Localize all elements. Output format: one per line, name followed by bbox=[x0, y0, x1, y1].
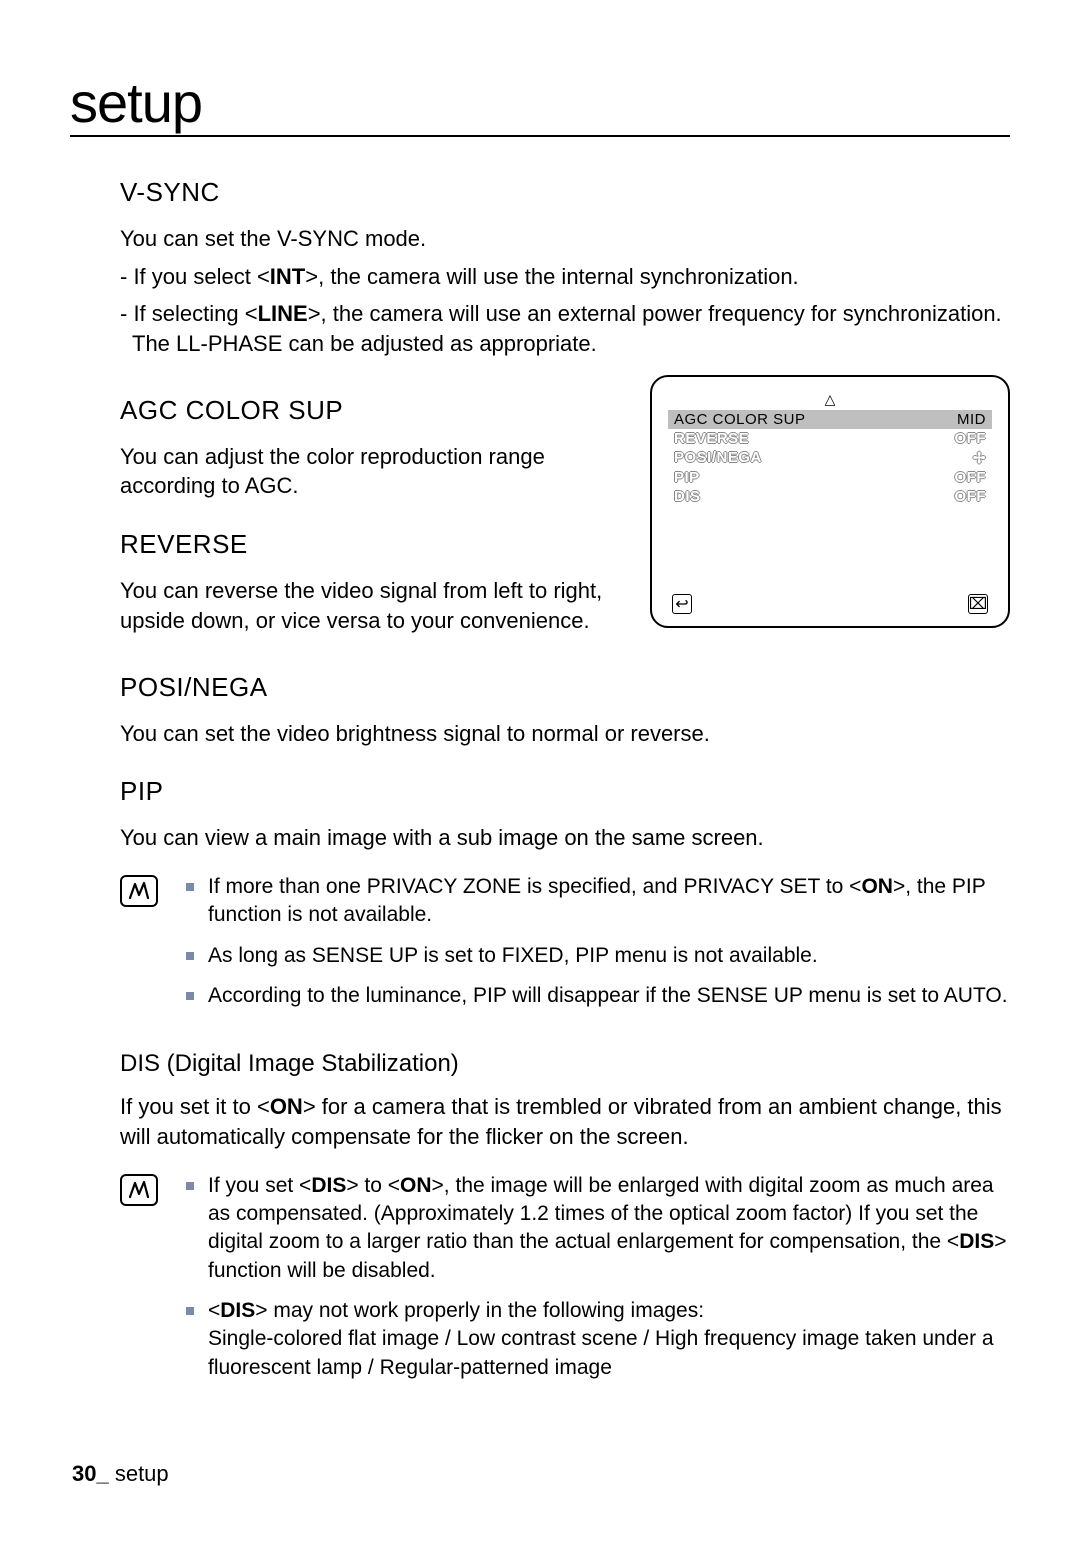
osd-screenshot: △ AGC COLOR SUPMIDREVERSEOFFPOSI/NEGA✢PI… bbox=[650, 375, 1010, 628]
osd-value: OFF bbox=[955, 430, 987, 447]
left-column: AGC COLOR SUP You can adjust the color r… bbox=[120, 367, 626, 644]
osd-row: AGC COLOR SUP MID bbox=[668, 410, 992, 429]
note-icon bbox=[120, 875, 158, 907]
text: - If selecting < bbox=[120, 301, 258, 326]
text-bold: INT bbox=[270, 264, 305, 289]
text: < bbox=[208, 1299, 220, 1322]
osd-value: ✢ bbox=[973, 449, 986, 467]
osd-label: POSI/NEGA bbox=[674, 449, 762, 467]
page-footer: 30_ setup bbox=[72, 1461, 169, 1487]
pip-body: You can view a main image with a sub ima… bbox=[120, 823, 1010, 853]
note-item: If more than one PRIVACY ZONE is specifi… bbox=[186, 873, 1010, 930]
osd-value: OFF bbox=[955, 469, 987, 486]
text: If you set < bbox=[208, 1174, 311, 1197]
text-bold: ON bbox=[861, 875, 893, 898]
note-item: <DIS> may not work properly in the follo… bbox=[186, 1297, 1010, 1382]
reverse-body: You can reverse the video signal from le… bbox=[120, 576, 626, 635]
footer-label: setup bbox=[109, 1461, 169, 1486]
note-item: As long as SENSE UP is set to FIXED, PIP… bbox=[186, 942, 1010, 970]
note-list-dis: If you set <DIS> to <ON>, the image will… bbox=[186, 1172, 1010, 1394]
osd-spacer bbox=[668, 506, 992, 592]
heading-posinega: POSI/NEGA bbox=[120, 672, 1010, 703]
osd-row: PIP OFF bbox=[668, 468, 992, 487]
osd-row: POSI/NEGA ✢ bbox=[668, 448, 992, 468]
osd-up-icon: △ bbox=[668, 391, 992, 408]
text: - If you select < bbox=[120, 264, 270, 289]
text-bold: DIS bbox=[220, 1299, 255, 1322]
osd-value: OFF bbox=[955, 488, 987, 505]
text: > to < bbox=[346, 1174, 400, 1197]
vsync-intro: You can set the V-SYNC mode. bbox=[120, 224, 1010, 254]
vsync-line1: - If you select <INT>, the camera will u… bbox=[120, 262, 1010, 292]
heading-dis: DIS (Digital Image Stabilization) bbox=[120, 1050, 1010, 1078]
note-icon bbox=[120, 1174, 158, 1206]
content: V-SYNC You can set the V-SYNC mode. - If… bbox=[70, 177, 1010, 1394]
osd-label: DIS bbox=[674, 488, 701, 505]
text-bold: ON bbox=[270, 1094, 303, 1119]
osd-row: REVERSE OFF bbox=[668, 429, 992, 448]
heading-agc: AGC COLOR SUP bbox=[120, 395, 626, 426]
note-item: According to the luminance, PIP will dis… bbox=[186, 982, 1010, 1010]
osd-footer: ↩ ⌧ bbox=[668, 594, 992, 614]
heading-reverse: REVERSE bbox=[120, 529, 626, 560]
posinega-body: You can set the video brightness signal … bbox=[120, 719, 1010, 749]
close-icon: ⌧ bbox=[968, 594, 988, 614]
osd-label: PIP bbox=[674, 469, 700, 486]
page-header: setup bbox=[70, 70, 1010, 137]
text: If more than one PRIVACY ZONE is specifi… bbox=[208, 875, 861, 898]
note-item: If you set <DIS> to <ON>, the image will… bbox=[186, 1172, 1010, 1285]
vsync-line2: - If selecting <LINE>, the camera will u… bbox=[120, 299, 1010, 358]
note-list-pip: If more than one PRIVACY ZONE is specifi… bbox=[186, 873, 1010, 1022]
osd-row: DIS OFF bbox=[668, 487, 992, 506]
osd-label: REVERSE bbox=[674, 430, 749, 447]
text-bold: ON bbox=[400, 1174, 432, 1197]
note-block-dis: If you set <DIS> to <ON>, the image will… bbox=[120, 1172, 1010, 1394]
agc-body: You can adjust the color reproduction ra… bbox=[120, 442, 626, 501]
heading-vsync: V-SYNC bbox=[120, 177, 1010, 208]
two-column: AGC COLOR SUP You can adjust the color r… bbox=[120, 367, 1010, 644]
text-bold: DIS bbox=[311, 1174, 346, 1197]
heading-pip: PIP bbox=[120, 776, 1010, 807]
page-title: setup bbox=[70, 71, 202, 134]
osd-label: AGC COLOR SUP bbox=[674, 411, 806, 428]
text: > may not work properly in the following… bbox=[255, 1299, 704, 1322]
page-number: 30_ bbox=[72, 1461, 109, 1486]
text-bold: LINE bbox=[258, 301, 308, 326]
osd-value: MID bbox=[957, 411, 986, 428]
text: If you set it to < bbox=[120, 1094, 270, 1119]
back-icon: ↩ bbox=[672, 594, 692, 614]
note-block-pip: If more than one PRIVACY ZONE is specifi… bbox=[120, 873, 1010, 1022]
osd-rows: AGC COLOR SUP MID REVERSE OFF POSI/NEGA ✢ PIP O… bbox=[668, 410, 992, 506]
text: Single-colored flat image / Low contrast… bbox=[208, 1327, 994, 1378]
text: >, the camera will use the internal sync… bbox=[305, 264, 798, 289]
text-bold: DIS bbox=[959, 1230, 994, 1253]
dis-body: If you set it to <ON> for a camera that … bbox=[120, 1092, 1010, 1151]
